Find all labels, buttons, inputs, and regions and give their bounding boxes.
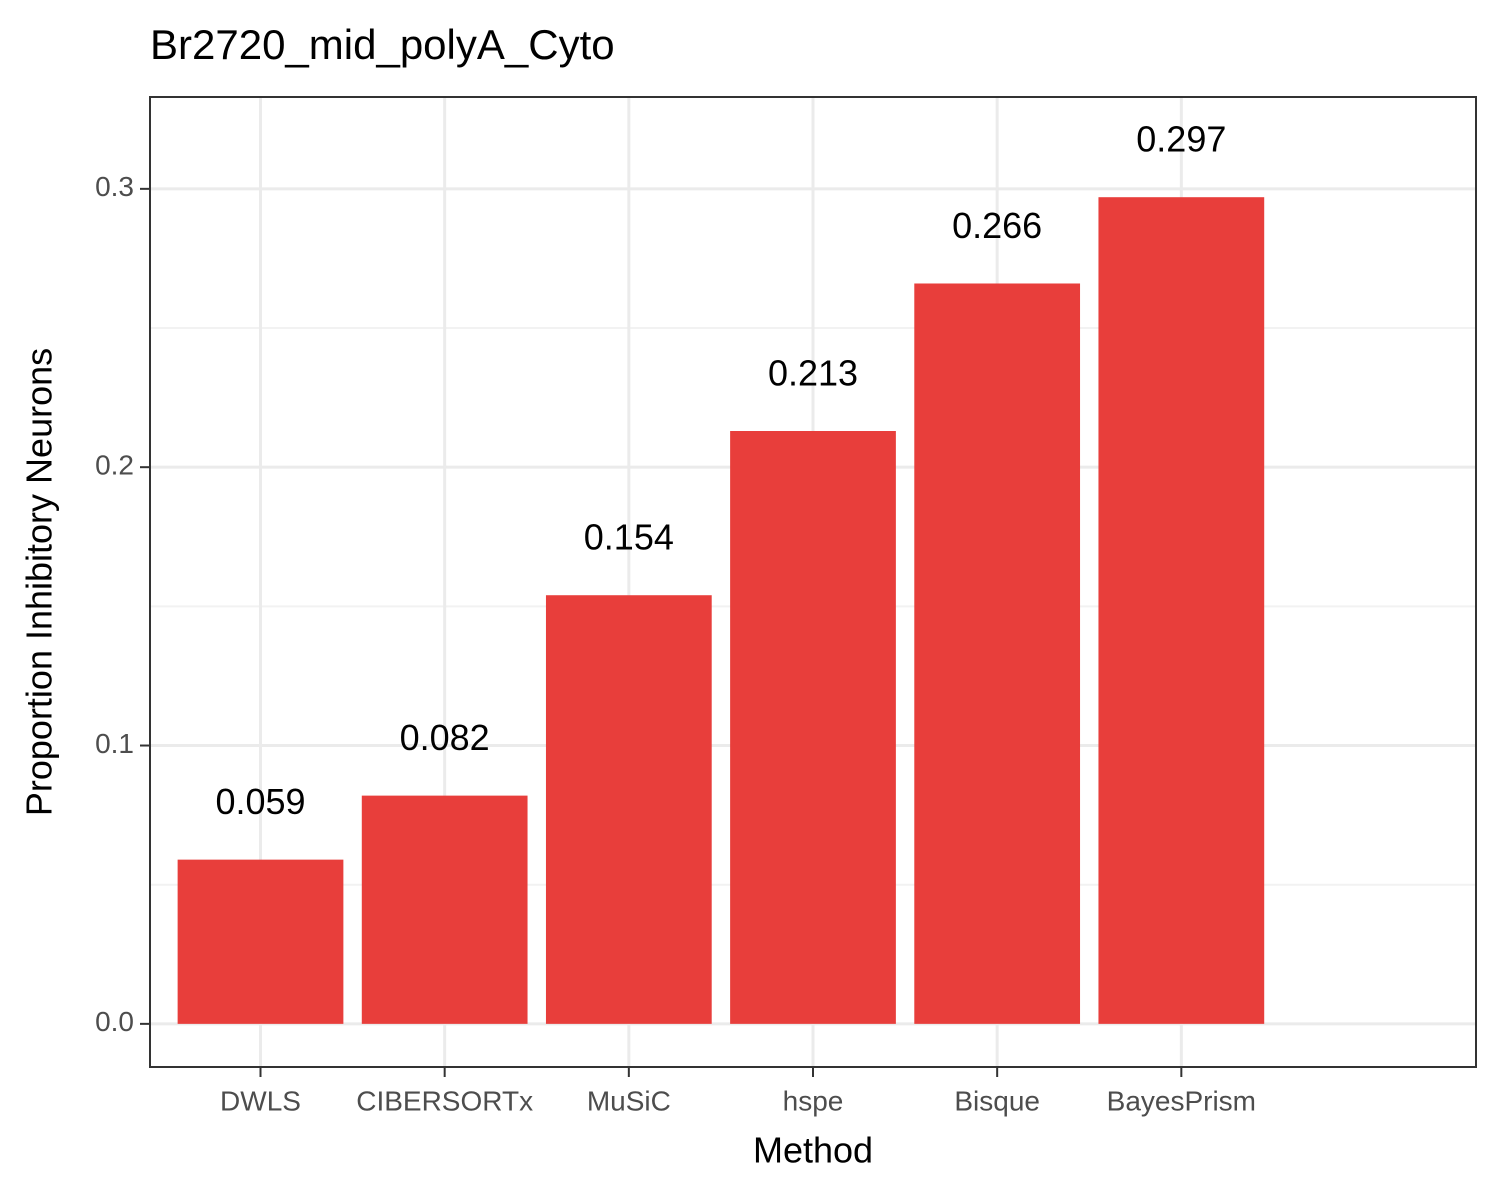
value-label: 0.059 <box>215 781 305 822</box>
x-axis-title: Method <box>753 1130 873 1171</box>
value-label: 0.266 <box>952 205 1042 246</box>
x-tick-label: hspe <box>783 1085 844 1116</box>
x-tick-label: CIBERSORTx <box>356 1085 533 1116</box>
y-tick-label: 0.0 <box>95 1006 134 1037</box>
bar <box>730 431 896 1024</box>
bar <box>1098 197 1265 1024</box>
x-tick-label: MuSiC <box>587 1085 671 1116</box>
value-label: 0.082 <box>400 717 490 758</box>
bar <box>177 859 344 1024</box>
x-tick-label: BayesPrism <box>1107 1085 1256 1116</box>
bar <box>361 795 528 1024</box>
value-label: 0.297 <box>1136 119 1226 160</box>
bar <box>545 595 712 1024</box>
panel-border <box>149 96 1477 1068</box>
x-tick-label: DWLS <box>220 1085 301 1116</box>
value-label: 0.213 <box>768 353 858 394</box>
y-tick-label: 0.3 <box>95 171 134 202</box>
value-label: 0.154 <box>584 517 674 558</box>
y-axis-title: Proportion Inhibitory Neurons <box>19 348 60 816</box>
x-tick-label: Bisque <box>954 1085 1040 1116</box>
chart-title: Br2720_mid_polyA_Cyto <box>150 21 615 68</box>
y-tick-label: 0.2 <box>95 450 134 481</box>
y-tick-label: 0.1 <box>95 728 134 759</box>
bar <box>914 283 1081 1024</box>
